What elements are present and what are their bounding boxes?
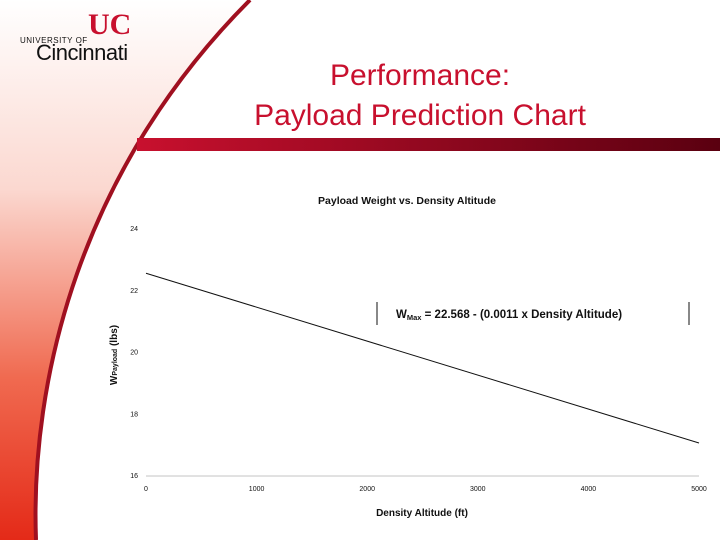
y-tick-label-0: 16 [130,473,138,480]
logo-university-text: UNIVERSITY OF [20,36,88,45]
x-tick-label-4: 4000 [581,486,597,493]
series-line [145,272,700,444]
x-tick-labels: 0 1000 2000 3000 4000 5000 [144,486,707,493]
x-tick-label-1: 1000 [249,486,265,493]
annotation-w: W [396,309,407,321]
y-axis-label: WPayload (lbs) [109,325,120,385]
annotation-sub: Max [407,313,422,322]
logo-name-text: Cincinnati [36,40,128,65]
y-tick-labels: 16 18 20 22 24 [130,226,138,480]
y-tick-label-4: 24 [130,226,138,233]
title-underline-bar [137,138,720,151]
y-tick-label-1: 18 [130,411,138,418]
y-tick-label-2: 20 [130,350,138,357]
y-axis-label-rest: (lbs) [109,325,120,349]
page-title-line1: Performance: [329,59,511,92]
equation-annotation: WMax = 22.568 - (0.0011 x Density Altitu… [376,302,690,325]
y-axis-label-main: W [109,375,120,385]
annotation-text: WMax = 22.568 - (0.0011 x Density Altitu… [396,309,622,322]
y-axis-label-sub: Payload [112,349,119,376]
x-tick-label-5: 5000 [691,486,707,493]
chart-title: Payload Weight vs. Density Altitude [318,195,496,207]
left-gradient-shape [0,0,250,540]
curved-border-line [33,0,252,540]
uc-logo-icon: UC [88,8,132,41]
x-tick-label-2: 2000 [359,486,375,493]
page-title-line2: Payload Prediction Chart [254,99,586,132]
annotation-rest: = 22.568 - (0.0011 x Density Altitude) [421,309,622,321]
x-tick-label-0: 0 [144,486,148,493]
x-tick-label-3: 3000 [470,486,486,493]
x-axis-label: Density Altitude (ft) [376,508,468,519]
y-tick-label-3: 22 [130,288,138,295]
